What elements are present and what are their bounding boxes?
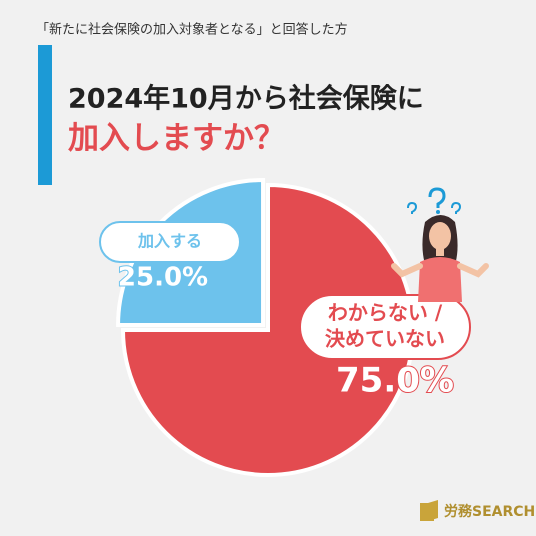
chart-title: 加入しますか？ xyxy=(68,121,285,157)
callout-box xyxy=(299,294,471,360)
callout-box xyxy=(99,221,241,263)
logo-icon xyxy=(420,500,438,521)
accent-bar xyxy=(38,45,52,185)
category-label: 加入する xyxy=(137,232,202,251)
pie-slice xyxy=(120,182,415,477)
value-label: 25.0% xyxy=(118,263,208,293)
logo: 労務SEARCH xyxy=(420,500,535,521)
value-label: 75.0% xyxy=(336,361,454,401)
labels: わからない /決めていない 75.0% 加入する 25.0% xyxy=(99,221,471,402)
category-label: わからない / xyxy=(328,301,443,325)
subtitle: 「新たに社会保険の加入対象者となる」と回答した方 xyxy=(36,22,348,38)
chart-title: 2024年10月から社会保険に xyxy=(68,83,424,115)
person-illustration xyxy=(391,187,489,302)
category-label: 決めていない xyxy=(325,327,445,351)
logo-text: 労務SEARCH xyxy=(444,503,535,520)
